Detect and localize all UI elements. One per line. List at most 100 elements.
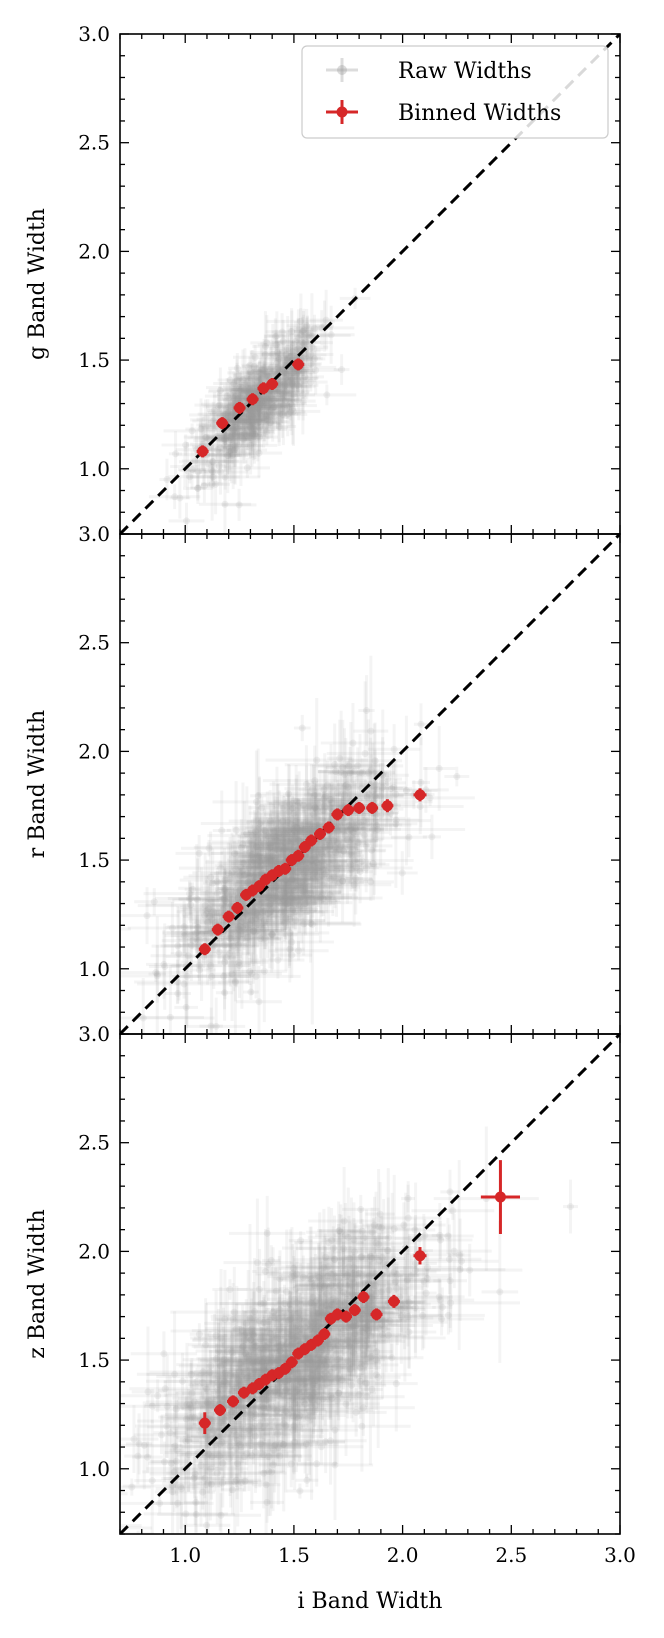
raw-width-point: [236, 965, 282, 1034]
raw-width-point: [290, 1214, 393, 1312]
raw-width-point: [189, 457, 207, 487]
raw-width-point: [207, 819, 298, 852]
raw-width-point: [275, 872, 305, 966]
raw-width-point: [269, 1440, 314, 1488]
raw-width-point: [273, 784, 357, 831]
raw-width-point: [353, 1169, 404, 1285]
raw-width-point: [250, 334, 281, 375]
raw-width-point: [340, 836, 362, 869]
raw-width-point: [204, 1384, 223, 1477]
raw-width-point: [327, 719, 353, 797]
raw-width-point: [196, 957, 251, 996]
raw-width-point: [337, 761, 357, 808]
raw-width-point: [237, 402, 279, 443]
raw-width-point: [145, 886, 236, 923]
raw-width-point: [268, 796, 317, 812]
raw-width-point: [241, 376, 264, 393]
raw-width-point: [271, 932, 313, 979]
raw-width-point: [166, 1422, 269, 1525]
raw-width-point: [220, 835, 292, 871]
raw-width-point: [219, 852, 258, 944]
raw-width-point: [233, 829, 266, 876]
raw-width-point: [274, 395, 290, 423]
raw-width-point: [234, 424, 263, 451]
raw-width-point: [299, 782, 320, 878]
raw-width-point: [246, 1429, 281, 1481]
raw-width-point: [269, 745, 344, 824]
raw-width-point: [263, 856, 337, 918]
raw-width-point: [273, 887, 353, 918]
raw-width-point: [243, 790, 316, 877]
raw-width-point: [230, 431, 256, 446]
raw-width-point: [285, 865, 326, 903]
raw-width-point: [276, 356, 297, 393]
raw-width-point: [217, 412, 260, 457]
raw-width-point: [362, 754, 381, 786]
raw-width-point: [235, 1292, 345, 1316]
raw-width-point: [294, 293, 330, 379]
raw-width-point: [228, 353, 247, 384]
raw-width-point: [233, 344, 278, 370]
raw-width-point: [196, 1286, 245, 1446]
raw-width-point: [217, 869, 232, 908]
raw-width-point: [201, 454, 231, 515]
raw-width-point: [220, 1327, 275, 1388]
raw-width-point: [273, 883, 341, 901]
raw-width-point: [276, 1306, 316, 1350]
raw-width-point: [218, 433, 232, 449]
raw-width-point: [260, 833, 280, 861]
raw-width-point: [307, 831, 323, 913]
raw-width-point: [285, 877, 313, 892]
raw-width-point: [241, 397, 277, 421]
raw-width-point: [125, 1413, 153, 1475]
raw-width-point: [305, 1372, 357, 1420]
raw-width-point: [197, 440, 220, 487]
raw-width-point: [334, 1245, 366, 1403]
raw-width-point: [164, 983, 191, 1004]
raw-width-point: [197, 1411, 301, 1457]
raw-width-point: [310, 1258, 346, 1295]
raw-width-point: [207, 867, 243, 934]
raw-width-point: [159, 458, 175, 501]
raw-width-point: [268, 1341, 377, 1358]
raw-width-point: [223, 388, 262, 454]
raw-width-point: [269, 315, 306, 381]
raw-width-point: [290, 781, 372, 818]
raw-width-point: [375, 715, 438, 866]
raw-width-point: [353, 655, 389, 807]
raw-width-point: [307, 305, 355, 364]
raw-width-point: [284, 781, 341, 797]
raw-width-point: [258, 797, 348, 813]
raw-width-point: [208, 897, 311, 913]
raw-width-point: [347, 1218, 378, 1244]
raw-width-point: [209, 378, 258, 449]
raw-width-point: [284, 723, 385, 806]
raw-width-point: [239, 797, 275, 896]
raw-width-point: [172, 858, 223, 942]
raw-width-point: [338, 1222, 366, 1365]
raw-width-point: [327, 747, 373, 800]
raw-width-point: [212, 750, 301, 854]
raw-width-point: [332, 805, 347, 895]
x-axis-label: i Band Width: [298, 1589, 443, 1614]
raw-width-point: [181, 1421, 301, 1473]
raw-width-point: [217, 949, 236, 965]
raw-width-point: [185, 875, 229, 952]
raw-width-point: [245, 882, 324, 942]
raw-width-point: [336, 1252, 401, 1391]
raw-width-point: [285, 361, 324, 393]
raw-width-point: [339, 842, 373, 915]
raw-width-point: [241, 414, 262, 429]
raw-width-point: [414, 1218, 506, 1321]
raw-width-point: [311, 845, 390, 884]
raw-width-point: [249, 398, 292, 418]
legend-raw-label: Raw Widths: [398, 59, 532, 84]
raw-width-point: [203, 1367, 248, 1468]
raw-width-point: [245, 897, 296, 926]
raw-width-point: [317, 764, 391, 779]
raw-width-point: [206, 782, 280, 906]
raw-width-point: [270, 795, 299, 875]
raw-width-point: [220, 377, 262, 402]
raw-width-point: [251, 941, 305, 979]
raw-width-point: [191, 1305, 310, 1375]
